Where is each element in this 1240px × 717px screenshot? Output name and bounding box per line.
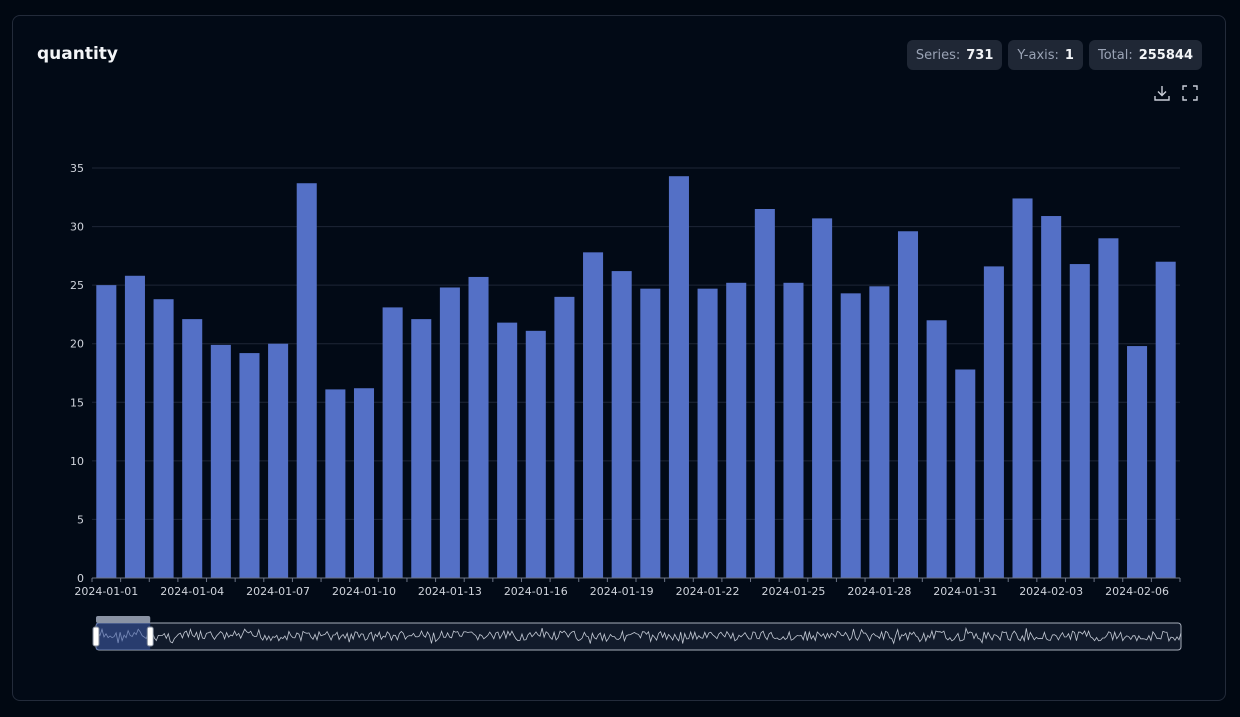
x-tick-label: 2024-01-01 [74,585,138,598]
bar [382,307,403,578]
bar [1098,238,1119,579]
zoom-slider-track [95,622,1182,651]
bar [840,293,861,578]
bar [411,319,432,578]
bar [1041,216,1062,578]
bar [124,275,145,578]
zoom-overview-line [95,627,1182,645]
bar [897,231,919,578]
bar [812,218,833,578]
bar [182,319,203,578]
x-tick-label: 2024-01-13 [418,585,482,598]
y-tick-label: 35 [70,162,84,175]
bar [353,388,375,578]
x-tick-label: 2024-01-07 [246,585,310,598]
bar [1127,346,1148,578]
bar [210,344,231,578]
bar [726,282,747,578]
series-badge: Series: 731 [906,40,1003,70]
chart-toolbar [1153,84,1199,102]
series-badge-label: Series: [915,47,961,63]
bar [439,287,460,578]
x-tick-label: 2024-01-25 [762,585,826,598]
x-tick-label: 2024-01-10 [332,585,396,598]
x-tick-label: 2024-02-03 [1019,585,1083,598]
y-tick-label: 25 [70,279,84,292]
bar [668,176,689,578]
bar [525,330,546,578]
bar [296,183,317,578]
bar [783,282,804,578]
bar [983,266,1004,578]
bar [926,320,947,578]
y-tick-label: 0 [77,572,84,585]
y-axis-badge-value: 1 [1064,47,1074,63]
bar [554,296,575,578]
bar [325,389,346,578]
chart-title: quantity [37,44,119,64]
bar [1155,261,1176,578]
x-tick-label: 2024-01-22 [676,585,740,598]
y-tick-label: 5 [77,513,84,526]
series-badge-value: 731 [966,47,994,63]
bar [153,299,174,578]
y-axis-badge-label: Y-axis: [1017,47,1059,63]
download-icon[interactable] [1153,84,1171,102]
x-tick-label: 2024-01-28 [847,585,911,598]
x-tick-label: 2024-01-04 [160,585,224,598]
badge-group: Series: 731 Y-axis: 1 Total: 255844 [906,40,1202,70]
bar [239,353,260,578]
bar [754,209,775,578]
total-badge-value: 255844 [1138,47,1193,63]
bar [1012,198,1033,578]
y-tick-label: 10 [70,455,84,468]
x-tick-label: 2024-01-19 [590,585,654,598]
total-badge-label: Total: [1097,47,1133,63]
bar [640,288,661,578]
bar [611,271,632,578]
y-tick-label: 15 [70,396,84,409]
y-axis-badge: Y-axis: 1 [1008,40,1083,70]
x-tick-label: 2024-02-06 [1105,585,1169,598]
zoom-drag-bar[interactable] [96,616,151,623]
x-tick-label: 2024-01-31 [933,585,997,598]
zoom-handle-left[interactable] [92,626,100,647]
bar [869,286,890,578]
bar [697,288,718,578]
bar [955,369,976,578]
y-tick-label: 30 [70,221,84,234]
zoom-handle-right[interactable] [146,626,154,647]
zoom-window[interactable] [96,623,151,650]
total-badge: Total: 255844 [1088,40,1202,70]
bar [468,276,489,578]
bar [1069,264,1090,578]
x-tick-label: 2024-01-16 [504,585,568,598]
fullscreen-icon[interactable] [1181,84,1199,102]
bar [96,285,117,578]
bar [268,343,289,578]
bar [583,252,604,579]
y-tick-label: 20 [70,338,84,351]
bar [497,322,518,578]
